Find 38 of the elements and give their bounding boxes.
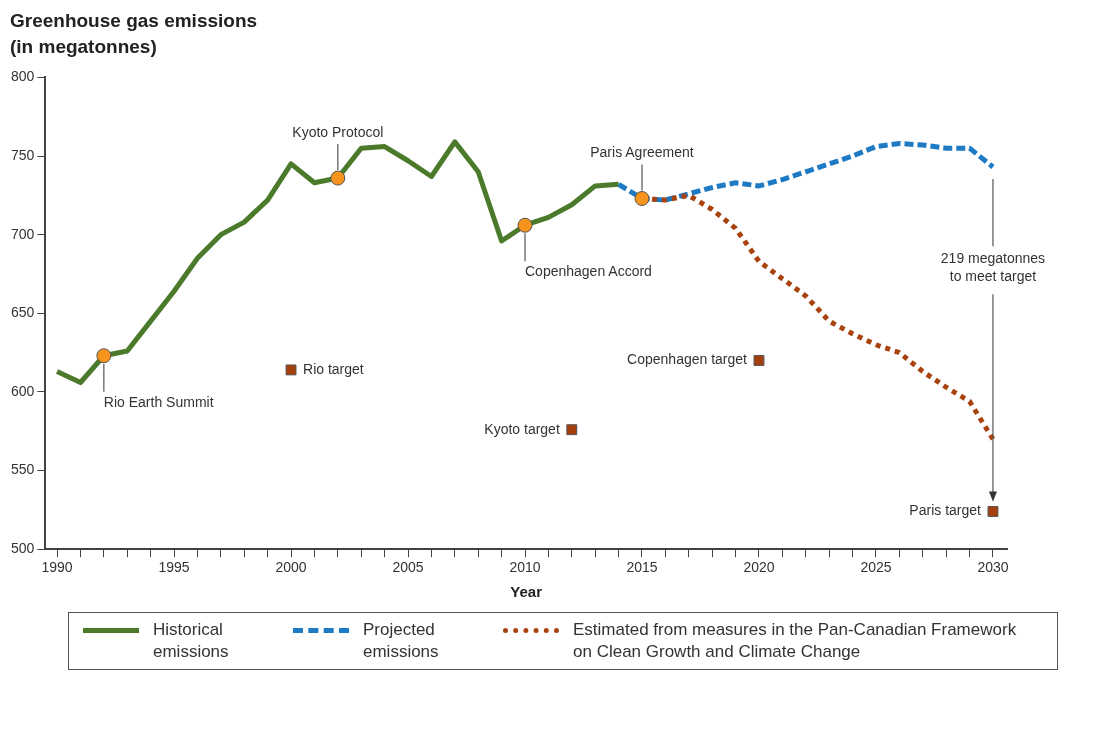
- x-axis-title: Year: [510, 583, 543, 601]
- annotation: Kyoto Protocol: [292, 123, 384, 140]
- y-tick-label: 750: [11, 146, 35, 163]
- x-tick-label: 2000: [275, 559, 307, 576]
- x-tick-label: 2015: [626, 559, 658, 576]
- y-tick-label: 550: [11, 461, 35, 478]
- annotation: Rio Earth Summit: [103, 393, 214, 410]
- annotation: Kyoto target: [484, 420, 560, 437]
- x-tick-label: 2030: [977, 559, 1009, 576]
- annotation: Rio target: [303, 360, 364, 377]
- annotation: Paris target: [909, 502, 982, 519]
- point: [330, 170, 346, 186]
- y-tick-label: 700: [11, 225, 35, 242]
- point: [96, 348, 112, 364]
- annotation: 219 megatonnes to meet target: [940, 250, 1046, 285]
- annotation: Paris Agreement: [590, 144, 694, 161]
- point: [634, 191, 650, 206]
- legend-label: Estimated from measures in the Pan-Canadian Framework on Clean Growth and Climate Change: [573, 619, 1018, 663]
- legend-label: Projected emissions: [363, 619, 440, 663]
- x-tick-label: 2025: [860, 559, 892, 576]
- legend-label: Historical emissions: [153, 619, 230, 663]
- x-tick-label: 2020: [743, 559, 775, 576]
- chart-title: Greenhouse gas emissions (in megatonnes): [10, 9, 259, 59]
- annotation: Copenhagen Accord: [525, 263, 652, 280]
- x-tick-label: 1995: [158, 559, 190, 576]
- x-tick-label: 1990: [41, 559, 73, 576]
- annotation: Copenhagen target: [627, 351, 748, 368]
- point: [753, 355, 765, 366]
- point: [285, 364, 297, 376]
- point: [566, 424, 578, 436]
- x-tick-label: 2010: [509, 559, 541, 576]
- y-tick-label: 800: [11, 68, 35, 85]
- y-tick-label: 600: [11, 382, 35, 399]
- y-tick-label: 500: [11, 540, 35, 557]
- x-tick-label: 2005: [392, 559, 424, 576]
- point: [987, 506, 999, 517]
- y-tick-label: 650: [11, 304, 35, 321]
- point: [517, 217, 533, 233]
